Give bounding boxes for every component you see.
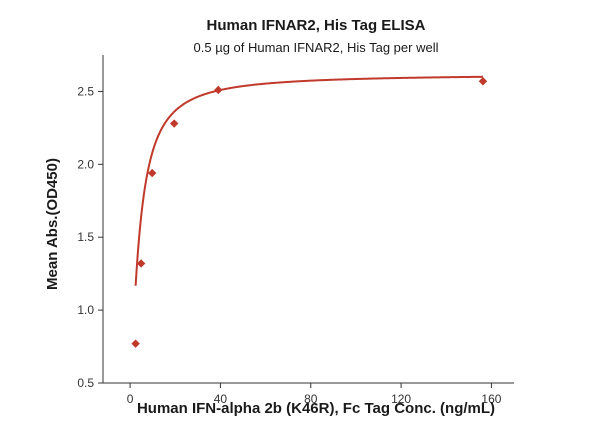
data-point — [136, 259, 146, 268]
data-point — [478, 77, 488, 86]
y-tick-label: 2.5 — [77, 84, 94, 98]
y-axis-title: Mean Abs.(OD450) — [44, 158, 61, 290]
data-points — [131, 77, 488, 348]
y-tick-label: 1.0 — [77, 303, 94, 317]
x-tick-label: 40 — [214, 392, 228, 406]
data-point — [147, 168, 157, 178]
x-axis-ticks: 0 40 80 120 160 — [127, 383, 502, 406]
x-tick-label: 80 — [304, 392, 318, 406]
y-tick-label: 0.5 — [77, 376, 94, 390]
fit-curve — [134, 75, 483, 286]
x-tick-label: 160 — [481, 392, 501, 406]
data-point — [214, 85, 223, 95]
x-tick-label: 0 — [127, 392, 134, 406]
y-tick-label: 2.0 — [77, 157, 94, 171]
x-axis-title: Human IFN-alpha 2b (K46R), Fc Tag Conc. … — [137, 400, 495, 417]
chart-title: Human IFNAR2, His Tag ELISA — [207, 17, 426, 34]
data-point — [131, 339, 140, 348]
chart-subtitle: 0.5 µg of Human IFNAR2, His Tag per well — [194, 40, 439, 55]
data-point — [170, 119, 179, 128]
y-axis-ticks: 0.5 1.0 1.5 2.0 2.5 — [77, 84, 103, 390]
x-tick-label: 120 — [391, 392, 411, 406]
y-tick-label: 1.5 — [77, 230, 94, 244]
